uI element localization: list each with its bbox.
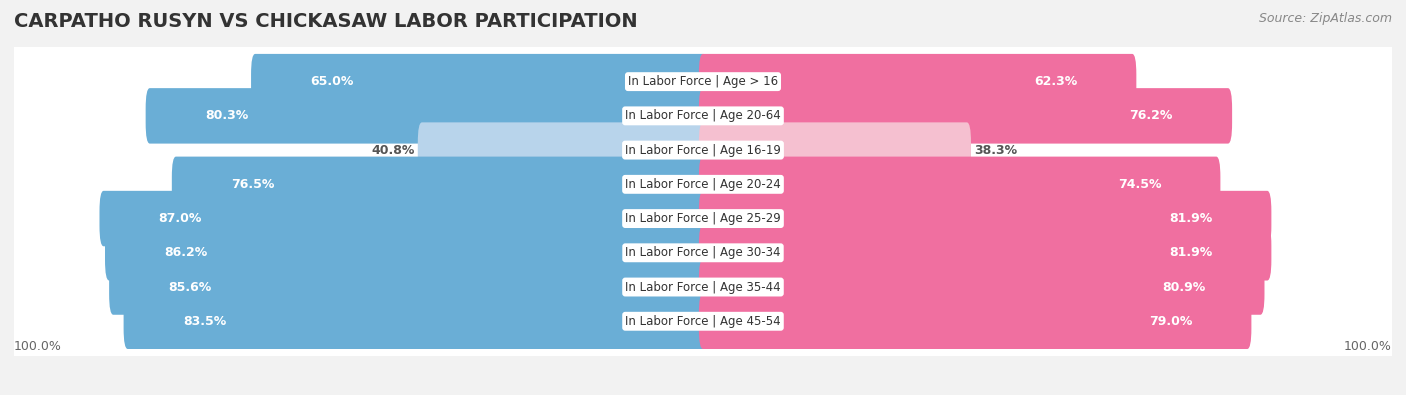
FancyBboxPatch shape: [699, 225, 1271, 280]
FancyBboxPatch shape: [699, 122, 972, 178]
Text: CARPATHO RUSYN VS CHICKASAW LABOR PARTICIPATION: CARPATHO RUSYN VS CHICKASAW LABOR PARTIC…: [14, 12, 638, 31]
FancyBboxPatch shape: [13, 214, 1393, 293]
Text: 74.5%: 74.5%: [1118, 178, 1161, 191]
Text: In Labor Force | Age 30-34: In Labor Force | Age 30-34: [626, 246, 780, 259]
Text: In Labor Force | Age 25-29: In Labor Force | Age 25-29: [626, 212, 780, 225]
Text: 81.9%: 81.9%: [1168, 212, 1212, 225]
FancyBboxPatch shape: [699, 88, 1232, 144]
FancyBboxPatch shape: [13, 213, 1393, 293]
FancyBboxPatch shape: [13, 76, 1393, 156]
Text: 87.0%: 87.0%: [159, 212, 202, 225]
Text: 40.8%: 40.8%: [371, 144, 415, 156]
Text: 62.3%: 62.3%: [1033, 75, 1077, 88]
Text: 76.2%: 76.2%: [1129, 109, 1173, 122]
FancyBboxPatch shape: [13, 42, 1393, 121]
Text: 100.0%: 100.0%: [14, 340, 62, 354]
Text: In Labor Force | Age 45-54: In Labor Force | Age 45-54: [626, 315, 780, 328]
FancyBboxPatch shape: [146, 88, 707, 144]
Text: In Labor Force | Age 16-19: In Labor Force | Age 16-19: [626, 144, 780, 156]
Text: In Labor Force | Age 20-24: In Labor Force | Age 20-24: [626, 178, 780, 191]
Text: 79.0%: 79.0%: [1149, 315, 1192, 328]
FancyBboxPatch shape: [13, 146, 1393, 225]
FancyBboxPatch shape: [699, 156, 1220, 212]
FancyBboxPatch shape: [124, 293, 707, 349]
FancyBboxPatch shape: [100, 191, 707, 246]
Text: 81.9%: 81.9%: [1168, 246, 1212, 259]
Text: Source: ZipAtlas.com: Source: ZipAtlas.com: [1258, 12, 1392, 25]
FancyBboxPatch shape: [418, 122, 707, 178]
FancyBboxPatch shape: [699, 293, 1251, 349]
Text: 100.0%: 100.0%: [1344, 340, 1392, 354]
Text: 76.5%: 76.5%: [231, 178, 274, 191]
FancyBboxPatch shape: [13, 248, 1393, 328]
FancyBboxPatch shape: [13, 110, 1393, 190]
FancyBboxPatch shape: [13, 180, 1393, 259]
Text: 65.0%: 65.0%: [311, 75, 354, 88]
FancyBboxPatch shape: [252, 54, 707, 109]
FancyBboxPatch shape: [699, 54, 1136, 109]
Text: 85.6%: 85.6%: [169, 280, 212, 293]
FancyBboxPatch shape: [13, 145, 1393, 224]
Legend: Carpatho Rusyn, Chickasaw: Carpatho Rusyn, Chickasaw: [585, 394, 821, 395]
FancyBboxPatch shape: [13, 247, 1393, 327]
FancyBboxPatch shape: [13, 43, 1393, 122]
FancyBboxPatch shape: [105, 225, 707, 280]
Text: In Labor Force | Age > 16: In Labor Force | Age > 16: [628, 75, 778, 88]
FancyBboxPatch shape: [13, 282, 1393, 362]
FancyBboxPatch shape: [699, 259, 1264, 315]
Text: 38.3%: 38.3%: [974, 144, 1017, 156]
Text: 86.2%: 86.2%: [165, 246, 208, 259]
FancyBboxPatch shape: [13, 179, 1393, 258]
Text: 83.5%: 83.5%: [183, 315, 226, 328]
FancyBboxPatch shape: [699, 191, 1271, 246]
FancyBboxPatch shape: [13, 111, 1393, 191]
Text: In Labor Force | Age 20-64: In Labor Force | Age 20-64: [626, 109, 780, 122]
FancyBboxPatch shape: [172, 156, 707, 212]
FancyBboxPatch shape: [13, 282, 1393, 361]
Text: 80.3%: 80.3%: [205, 109, 247, 122]
FancyBboxPatch shape: [110, 259, 707, 315]
Text: In Labor Force | Age 35-44: In Labor Force | Age 35-44: [626, 280, 780, 293]
Text: 80.9%: 80.9%: [1161, 280, 1205, 293]
FancyBboxPatch shape: [13, 77, 1393, 156]
